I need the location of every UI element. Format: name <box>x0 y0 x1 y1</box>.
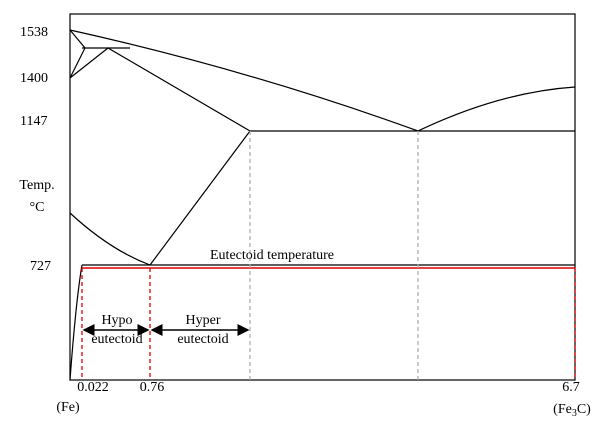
y-axis-label: °C <box>30 200 45 215</box>
annotation: eutectoid <box>91 332 142 347</box>
y-tick-label: 1147 <box>20 114 47 129</box>
x-tick-label: 0.76 <box>140 380 165 395</box>
annotation: Hyper <box>186 313 221 328</box>
y-axis-label: Temp. <box>19 178 54 193</box>
x-right-label: (Fe3C) <box>553 402 591 419</box>
y-tick-label: 727 <box>30 259 51 274</box>
label-subscript: 3 <box>572 408 577 419</box>
label-part: (Fe <box>553 402 572 417</box>
label-part: C) <box>577 402 591 417</box>
annotation: Eutectoid temperature <box>210 248 334 263</box>
x-tick-label: 6.7 <box>562 380 580 395</box>
x-tick-label: 0.022 <box>77 380 109 395</box>
plot-frame <box>69 13 576 381</box>
annotation: Hypo <box>101 313 132 328</box>
phase-boundaries <box>69 29 576 381</box>
x-left-label: (Fe) <box>56 400 80 415</box>
y-tick-label: 1400 <box>20 71 48 86</box>
annotation: eutectoid <box>177 332 228 347</box>
y-tick-label: 1538 <box>20 25 48 40</box>
